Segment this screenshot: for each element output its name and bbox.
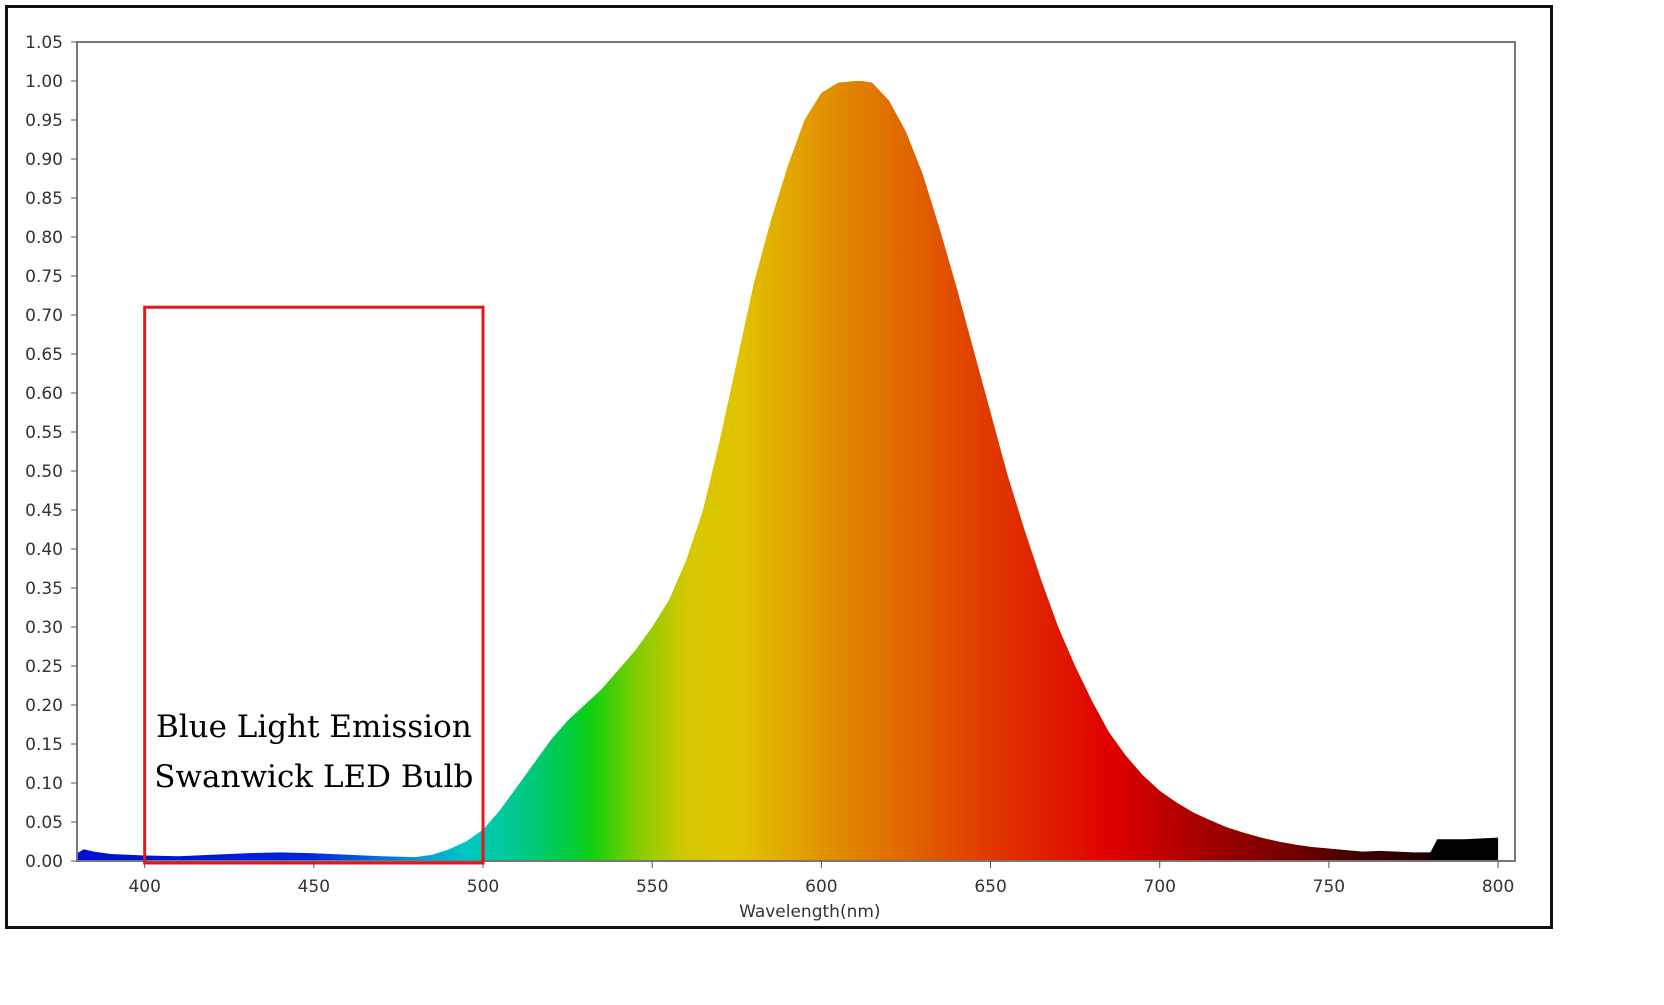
x-axis: 400 450 500 550 600 650 700 750 800 <box>128 861 1514 897</box>
y-tick-label: 0.45 <box>25 501 63 521</box>
y-tick-label: 1.00 <box>25 72 63 92</box>
x-tick-label: 650 <box>974 877 1006 897</box>
y-tick-label: 0.00 <box>25 852 63 872</box>
y-tick-label: 0.90 <box>25 150 63 170</box>
x-tick-label: 600 <box>805 877 837 897</box>
annotation-box <box>143 305 485 865</box>
x-tick-label: 700 <box>1144 877 1176 897</box>
y-tick-label: 0.60 <box>25 384 63 404</box>
annotation-line-1: Blue Light Emission <box>156 709 472 745</box>
x-tick-label: 750 <box>1313 877 1345 897</box>
x-tick-label: 550 <box>636 877 668 897</box>
y-tick-label: 0.35 <box>25 579 63 599</box>
y-tick-label: 0.50 <box>25 462 63 482</box>
x-tick-label: 400 <box>128 877 160 897</box>
y-tick-label: 0.80 <box>25 228 63 248</box>
y-tick-label: 0.15 <box>25 735 63 755</box>
x-tick-label: 800 <box>1482 877 1514 897</box>
annotation-line-2: Swanwick LED Bulb <box>154 759 473 795</box>
y-tick-label: 0.30 <box>25 618 63 638</box>
y-tick-label: 0.25 <box>25 657 63 677</box>
y-tick-label: 0.85 <box>25 189 63 209</box>
y-tick-label: 0.65 <box>25 345 63 365</box>
x-tick-label: 450 <box>298 877 330 897</box>
y-tick-label: 0.95 <box>25 111 63 131</box>
y-tick-label: 0.20 <box>25 696 63 716</box>
y-tick-label: 0.10 <box>25 774 63 794</box>
y-tick-label: 0.05 <box>25 813 63 833</box>
y-tick-label: 1.05 <box>25 33 63 53</box>
y-tick-label: 0.55 <box>25 423 63 443</box>
x-tick-label: 500 <box>467 877 499 897</box>
y-axis: 0.00 0.05 0.10 0.15 0.20 0.25 0.30 0.35 0.40 0.45… <box>25 33 77 872</box>
y-tick-label: 0.70 <box>25 306 63 326</box>
x-axis-label: Wavelength(nm) <box>739 902 880 922</box>
y-tick-label: 0.40 <box>25 540 63 560</box>
spectrum-area <box>77 81 1499 861</box>
y-tick-label: 0.75 <box>25 267 63 287</box>
plot-border <box>76 41 1516 862</box>
